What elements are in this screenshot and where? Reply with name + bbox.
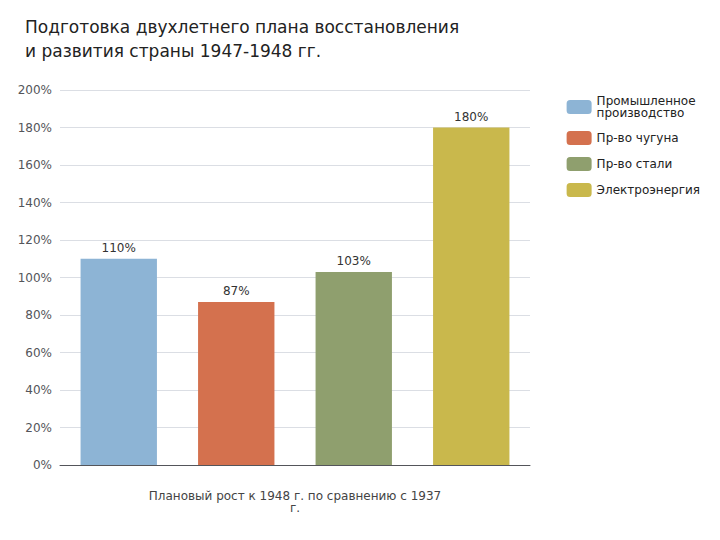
svg-text:60%: 60% <box>25 346 52 360</box>
svg-text:г.: г. <box>290 501 300 515</box>
svg-text:0%: 0% <box>33 458 52 472</box>
svg-text:140%: 140% <box>18 196 52 210</box>
svg-text:Электроэнергия: Электроэнергия <box>597 183 700 197</box>
svg-text:производство: производство <box>597 106 685 120</box>
svg-text:200%: 200% <box>18 83 52 97</box>
svg-text:Промышленное: Промышленное <box>596 94 696 108</box>
svg-text:и развития страны 1947-1948 гг: и развития страны 1947-1948 гг. <box>25 41 321 61</box>
svg-text:180%: 180% <box>454 110 488 124</box>
svg-text:100%: 100% <box>18 271 52 285</box>
svg-text:110%: 110% <box>102 241 136 255</box>
svg-text:20%: 20% <box>25 421 52 435</box>
svg-text:87%: 87% <box>223 284 250 298</box>
svg-text:120%: 120% <box>18 233 52 247</box>
svg-text:Пр-во стали: Пр-во стали <box>597 157 673 171</box>
svg-text:103%: 103% <box>337 254 371 268</box>
svg-text:80%: 80% <box>25 308 52 322</box>
svg-text:Пр-во чугуна: Пр-во чугуна <box>597 131 679 145</box>
svg-text:160%: 160% <box>18 158 52 172</box>
svg-text:180%: 180% <box>18 121 52 135</box>
svg-text:Подготовка двухлетнего плана в: Подготовка двухлетнего плана восстановле… <box>25 17 459 37</box>
svg-text:Плановый рост к 1948 г. по сра: Плановый рост к 1948 г. по сравнению с 1… <box>148 489 442 503</box>
svg-text:40%: 40% <box>25 383 52 397</box>
